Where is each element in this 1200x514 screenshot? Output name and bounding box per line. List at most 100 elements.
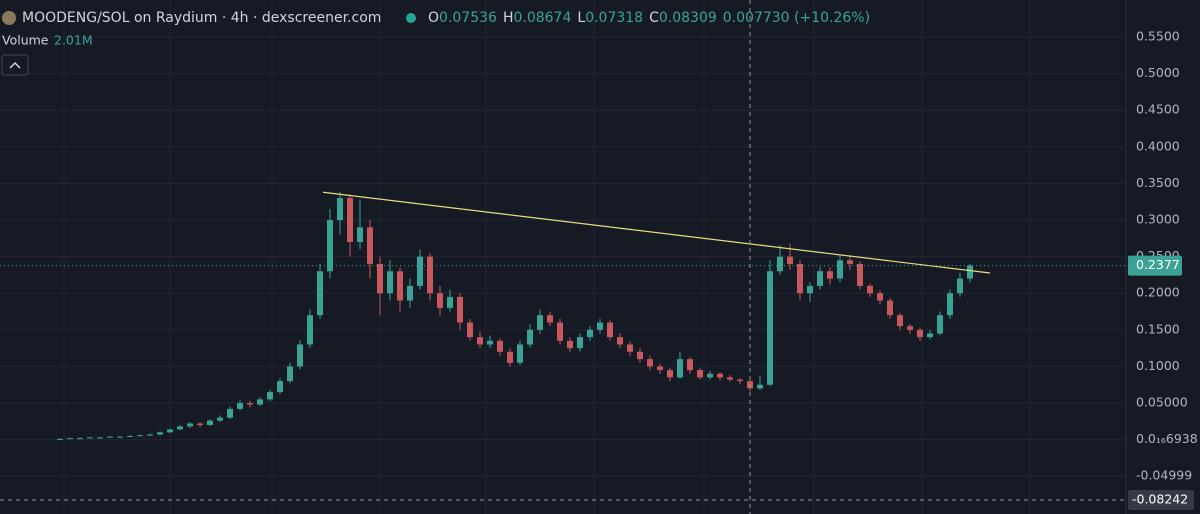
- candle-body: [347, 198, 353, 242]
- collapse-button[interactable]: [1, 54, 29, 76]
- candle-body: [887, 300, 893, 316]
- legend-value: 0.08309: [659, 10, 717, 26]
- y-tick-label: 0.1000: [1136, 358, 1180, 373]
- candle-body: [107, 436, 113, 438]
- legend-key: H: [503, 10, 514, 26]
- candle-body: [797, 263, 803, 294]
- candle-body: [227, 408, 233, 418]
- candle-body: [127, 435, 133, 437]
- y-tick-label: 0.5000: [1136, 65, 1180, 80]
- chart-title: MOODENG/SOL on Raydium · 4h · dexscreene…: [22, 10, 381, 26]
- candle-body: [737, 379, 743, 382]
- candle-body: [877, 293, 883, 301]
- y-tick-label: 0.4000: [1136, 138, 1180, 153]
- candle-body: [397, 271, 403, 301]
- candle-body: [757, 384, 763, 389]
- candle-body: [217, 417, 223, 421]
- candle-body: [827, 271, 833, 279]
- candle-body: [677, 359, 683, 378]
- candle-body: [637, 351, 643, 360]
- candle-body: [807, 285, 813, 294]
- candle-body: [117, 436, 123, 438]
- live-dot: [406, 13, 416, 23]
- candle-body: [447, 296, 453, 308]
- candle-body: [767, 271, 773, 385]
- candle-body: [607, 322, 613, 338]
- candle-body: [507, 351, 513, 363]
- candle-body: [617, 337, 623, 345]
- candle-body: [427, 256, 433, 294]
- candle-body: [697, 370, 703, 378]
- candle-body: [487, 340, 493, 345]
- candle-body: [77, 438, 83, 440]
- candle-body: [627, 344, 633, 352]
- candle-body: [57, 438, 63, 440]
- candle-body: [577, 337, 583, 349]
- candle-body: [477, 337, 483, 345]
- y-tick-label: 0.3500: [1136, 175, 1180, 190]
- y-tick-label: 0.4500: [1136, 102, 1180, 117]
- candle-body: [897, 315, 903, 327]
- candle-body: [537, 315, 543, 330]
- candle-body: [917, 329, 923, 338]
- candle-body: [567, 340, 573, 349]
- candle-body: [687, 359, 693, 371]
- legend-key: L: [577, 10, 585, 26]
- candle-body: [957, 278, 963, 294]
- y-tick-label: 0.0₁₆6938: [1136, 431, 1198, 446]
- candle-body: [717, 373, 723, 378]
- candle-body: [267, 392, 273, 400]
- candle-body: [667, 370, 673, 378]
- candle-body: [947, 293, 953, 316]
- legend-value: 0.07536: [439, 10, 497, 26]
- candle-body: [967, 265, 973, 279]
- candle-body: [317, 271, 323, 316]
- y-tick-label: 0.1500: [1136, 321, 1180, 336]
- ohlc-legend: O0.07536 H0.08674 L0.07318 C0.08309 0.007730…: [428, 10, 870, 26]
- candle-body: [557, 322, 563, 341]
- crosshair-badge: [1128, 489, 1194, 510]
- crosshair-label: -0.08242: [1132, 491, 1188, 506]
- candle-body: [457, 296, 463, 323]
- candle-body: [857, 263, 863, 286]
- candle-body: [97, 437, 103, 439]
- last-price-label: 0.2377: [1136, 257, 1180, 272]
- candle-body: [707, 373, 713, 378]
- candle-body: [307, 315, 313, 345]
- volume-label: Volume: [2, 33, 49, 48]
- candle-body: [527, 329, 533, 345]
- candle-body: [337, 198, 343, 221]
- candle-body: [817, 271, 823, 286]
- legend-key: O: [428, 10, 439, 26]
- candle-body: [777, 256, 783, 272]
- candle-body: [367, 227, 373, 264]
- legend-change: 0.007730 (+10.26%): [723, 10, 870, 26]
- candle-body: [167, 429, 173, 433]
- candle-body: [587, 329, 593, 338]
- candle-body: [467, 322, 473, 338]
- candle-body: [377, 263, 383, 294]
- candle-body: [277, 381, 283, 393]
- candle-body: [357, 227, 363, 242]
- candle-body: [657, 366, 663, 371]
- plot: [0, 36, 1126, 477]
- candle-body: [847, 260, 853, 264]
- candle-body: [157, 432, 163, 435]
- candle-body: [437, 293, 443, 308]
- candle-body: [237, 403, 243, 409]
- candle-body: [417, 256, 423, 286]
- candle-body: [187, 423, 193, 427]
- candle-body: [517, 344, 523, 363]
- candle-body: [247, 403, 253, 405]
- candle-body: [867, 285, 873, 294]
- volume-value: 2.01M: [54, 33, 93, 48]
- last-price-badge: [1128, 255, 1182, 276]
- candle-body: [387, 271, 393, 294]
- legend-value: 0.08674: [513, 10, 571, 26]
- trendline: [322, 191, 991, 274]
- candle-body: [327, 220, 333, 272]
- candle-body: [287, 366, 293, 382]
- y-tick-label: 0.3000: [1136, 212, 1180, 227]
- candle-body: [787, 256, 793, 264]
